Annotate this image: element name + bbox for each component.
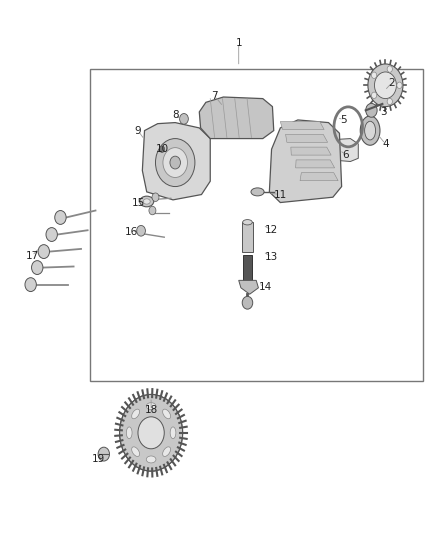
- Text: 2: 2: [389, 78, 396, 87]
- Text: 3: 3: [380, 107, 387, 117]
- Ellipse shape: [364, 122, 376, 140]
- Text: 6: 6: [343, 150, 350, 159]
- Text: 7: 7: [211, 91, 218, 101]
- Ellipse shape: [132, 409, 140, 419]
- Text: 14: 14: [258, 282, 272, 292]
- Ellipse shape: [140, 196, 154, 207]
- Text: 10: 10: [155, 144, 169, 154]
- Circle shape: [374, 72, 396, 99]
- Text: 19: 19: [92, 455, 105, 464]
- Circle shape: [371, 92, 377, 99]
- Circle shape: [120, 394, 183, 471]
- Circle shape: [155, 139, 195, 187]
- Ellipse shape: [162, 409, 170, 419]
- Circle shape: [152, 193, 159, 201]
- Ellipse shape: [243, 220, 252, 225]
- Text: 12: 12: [265, 225, 278, 235]
- Circle shape: [242, 296, 253, 309]
- Polygon shape: [328, 139, 358, 161]
- Circle shape: [170, 156, 180, 169]
- Polygon shape: [300, 173, 338, 181]
- Circle shape: [387, 98, 392, 104]
- Circle shape: [138, 417, 164, 449]
- Circle shape: [180, 114, 188, 124]
- Circle shape: [38, 245, 49, 259]
- Text: 11: 11: [274, 190, 287, 199]
- Polygon shape: [239, 280, 258, 294]
- Polygon shape: [199, 97, 274, 139]
- Text: 16: 16: [125, 227, 138, 237]
- Circle shape: [32, 261, 43, 274]
- Text: 17: 17: [25, 251, 39, 261]
- Circle shape: [366, 103, 377, 117]
- Ellipse shape: [126, 427, 132, 439]
- Ellipse shape: [170, 427, 176, 439]
- Circle shape: [368, 64, 403, 107]
- Circle shape: [149, 206, 156, 215]
- Text: 13: 13: [265, 252, 278, 262]
- Bar: [242, 222, 253, 252]
- Polygon shape: [269, 120, 342, 203]
- Text: 9: 9: [134, 126, 141, 135]
- Text: 18: 18: [145, 406, 158, 415]
- Ellipse shape: [146, 403, 156, 409]
- Ellipse shape: [132, 447, 140, 456]
- Polygon shape: [142, 123, 210, 200]
- Circle shape: [163, 148, 187, 177]
- Ellipse shape: [146, 456, 156, 463]
- Polygon shape: [286, 134, 328, 142]
- Circle shape: [371, 72, 377, 78]
- Ellipse shape: [143, 199, 150, 204]
- Polygon shape: [296, 160, 335, 168]
- Circle shape: [387, 66, 392, 72]
- Circle shape: [159, 146, 165, 152]
- Text: 4: 4: [382, 139, 389, 149]
- Circle shape: [137, 225, 145, 236]
- Bar: [243, 255, 252, 281]
- Text: 15: 15: [132, 198, 145, 207]
- Ellipse shape: [360, 116, 380, 145]
- Polygon shape: [291, 147, 331, 155]
- Circle shape: [55, 211, 66, 224]
- Bar: [90, 69, 423, 381]
- Circle shape: [397, 82, 402, 88]
- Ellipse shape: [162, 447, 170, 456]
- Text: 8: 8: [172, 110, 179, 119]
- Circle shape: [98, 447, 110, 461]
- Circle shape: [25, 278, 36, 292]
- Circle shape: [46, 228, 57, 241]
- Text: 5: 5: [340, 115, 347, 125]
- Polygon shape: [280, 122, 324, 130]
- Text: 1: 1: [235, 38, 242, 47]
- Ellipse shape: [251, 188, 264, 196]
